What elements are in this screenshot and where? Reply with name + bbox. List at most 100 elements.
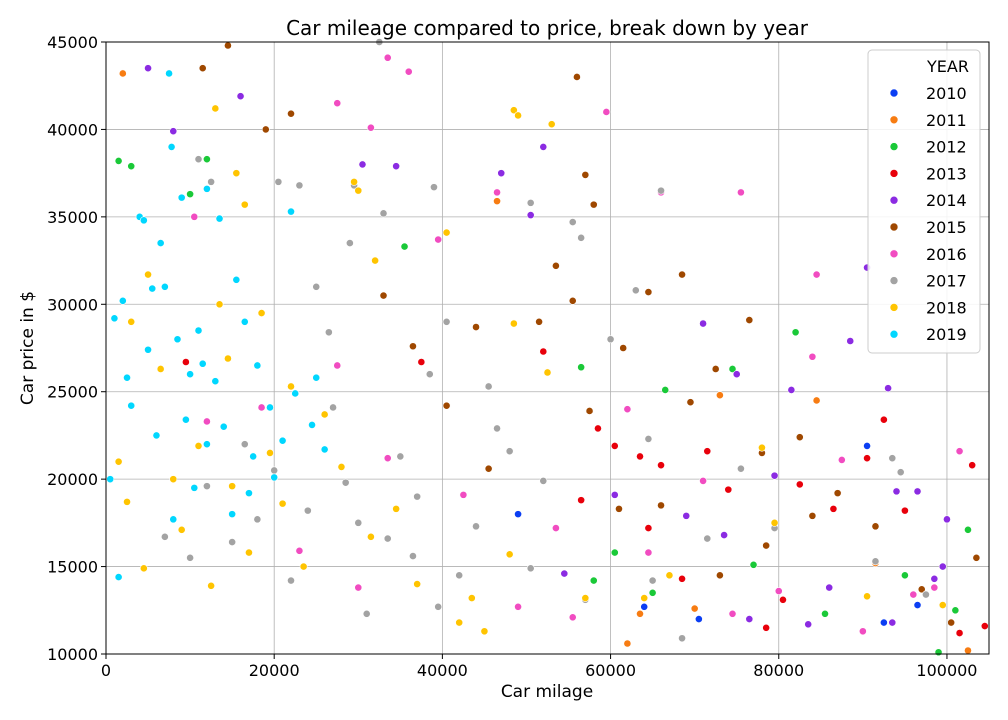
point-2012 (186, 190, 194, 199)
point-2013 (779, 595, 787, 604)
point-2018 (350, 177, 358, 186)
point-2013 (955, 629, 964, 637)
point-2015 (833, 489, 842, 498)
point-2016 (837, 456, 846, 464)
point-2018 (114, 457, 123, 466)
point-2018 (169, 475, 178, 484)
point-2012 (577, 363, 586, 372)
point-2015 (568, 296, 577, 305)
legend-marker-2013 (889, 169, 899, 178)
point-2019 (165, 69, 173, 78)
point-2014 (699, 319, 707, 328)
point-2010 (640, 602, 649, 611)
point-2014 (884, 384, 892, 393)
point-2014 (610, 490, 619, 499)
point-2017 (383, 534, 392, 543)
point-2014 (787, 386, 796, 394)
point-2018 (215, 300, 224, 309)
point-2015 (711, 365, 720, 373)
point-2014 (943, 515, 951, 524)
point-2016 (514, 602, 522, 611)
point-2012 (791, 328, 800, 337)
point-2018 (245, 548, 253, 557)
point-2017 (345, 239, 354, 247)
point-2017 (396, 452, 405, 461)
point-2017 (207, 177, 216, 186)
point-2019 (167, 143, 176, 151)
point-2017 (341, 478, 350, 487)
point-2018 (194, 442, 203, 450)
point-2018 (509, 319, 518, 328)
point-2017 (434, 602, 443, 611)
point-2016 (366, 123, 375, 132)
point-2016 (552, 524, 560, 533)
point-2010 (913, 601, 922, 609)
point-2019 (118, 296, 127, 305)
y-tick-label: 15000 (47, 558, 98, 577)
point-2017 (240, 440, 249, 449)
point-2017 (505, 447, 514, 456)
point-2018 (547, 120, 556, 129)
point-2015 (552, 261, 560, 270)
point-2016 (295, 546, 304, 555)
point-2017 (274, 177, 283, 186)
legend-label-2015: 2015 (926, 218, 967, 237)
point-2016 (623, 405, 632, 414)
point-2018 (211, 104, 220, 113)
point-2016 (602, 108, 611, 116)
point-2017 (644, 435, 653, 443)
point-2016 (930, 583, 939, 592)
y-tick-label: 20000 (47, 470, 98, 489)
point-2012 (610, 548, 619, 557)
point-2018 (863, 592, 871, 601)
legend-marker-2015 (889, 222, 899, 232)
point-2017 (379, 209, 388, 218)
point-2019 (190, 483, 199, 492)
point-2017 (678, 634, 686, 643)
point-2018 (543, 368, 552, 377)
point-2019 (173, 335, 182, 344)
point-2013 (762, 623, 771, 632)
point-2016 (774, 587, 783, 595)
point-2017 (484, 382, 493, 391)
y-tick-label: 10000 (47, 645, 98, 664)
point-2019 (249, 452, 258, 461)
point-2014 (682, 511, 691, 520)
point-2018 (366, 532, 375, 541)
point-2019 (266, 403, 274, 412)
point-2014 (392, 162, 401, 171)
point-2017 (203, 482, 211, 491)
point-2010 (879, 618, 888, 627)
legend-label-2016: 2016 (926, 245, 967, 264)
point-2018 (665, 571, 674, 580)
legend-marker-2017 (889, 276, 899, 285)
point-2018 (287, 382, 295, 391)
point-2016 (404, 67, 413, 76)
point-2018 (467, 594, 476, 602)
point-2018 (392, 504, 401, 513)
point-2015 (589, 200, 598, 209)
point-2019 (148, 284, 157, 293)
x-tick-label: 0 (101, 661, 111, 680)
point-2014 (846, 337, 855, 345)
point-2018 (156, 365, 165, 373)
point-2016 (257, 403, 266, 412)
point-2015 (808, 511, 817, 520)
point-2017 (526, 198, 535, 207)
point-2014 (888, 618, 897, 627)
legend-label-2011: 2011 (926, 111, 967, 130)
point-2010 (694, 615, 703, 623)
point-2015 (947, 618, 956, 627)
point-2014 (732, 370, 741, 379)
point-2016 (812, 270, 821, 279)
point-2018 (228, 482, 237, 491)
point-2015 (678, 270, 686, 279)
point-2017 (455, 571, 464, 580)
point-2019 (181, 415, 190, 424)
point-2017 (922, 590, 930, 599)
y-tick-label: 35000 (47, 208, 98, 227)
point-2012 (114, 157, 123, 165)
point-2015 (972, 553, 981, 562)
legend-marker-2010 (889, 88, 899, 98)
point-2019 (139, 216, 148, 225)
